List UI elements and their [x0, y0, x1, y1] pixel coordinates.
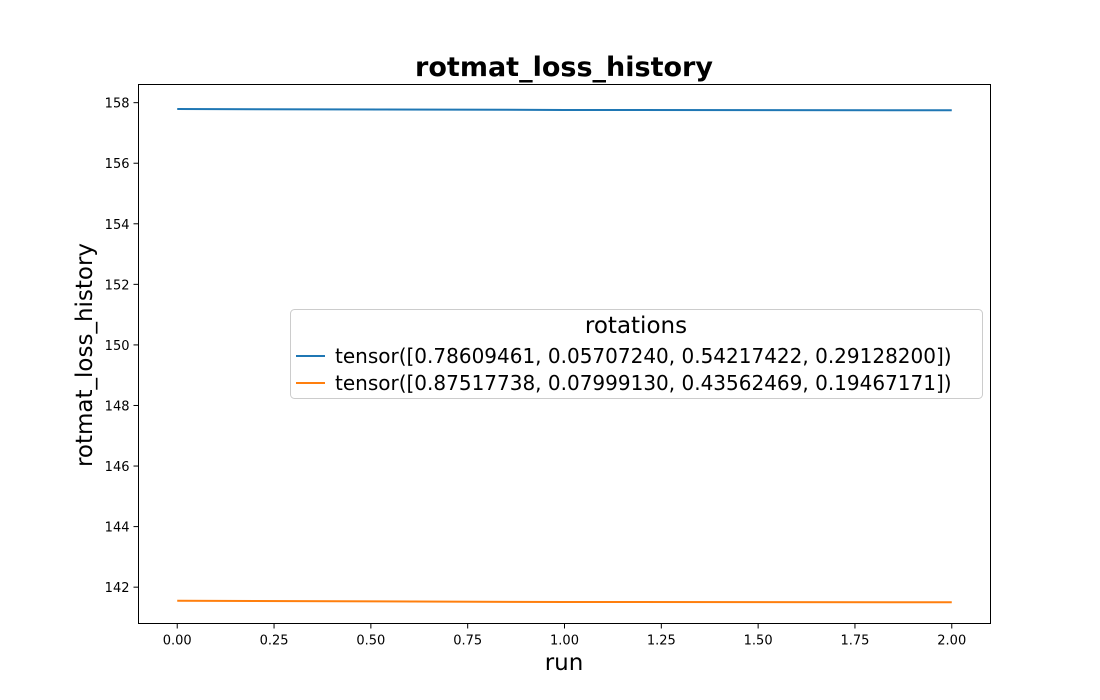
x-tick-label: 1.75 [840, 634, 869, 649]
series-line-1 [177, 108, 952, 112]
y-axis-ticks: 142 144 146 148 150 152 154 156 158 [105, 97, 139, 596]
y-tick-label: 156 [105, 157, 130, 172]
legend-box [290, 309, 983, 399]
x-tick-label: 0.50 [356, 634, 385, 649]
y-tick-label: 146 [105, 460, 130, 475]
x-tick-label: 1.25 [647, 634, 676, 649]
x-axis-label: run [545, 650, 584, 676]
legend-title: rotations [585, 313, 687, 339]
series-layer [177, 108, 952, 604]
x-axis-ticks: 0.00 0.25 0.50 0.75 1.00 1.25 1.50 1.75 2.00 [163, 623, 966, 649]
legend: rotations tensor([0.78609461, 0.05707240… [290, 309, 983, 399]
y-tick-label: 152 [105, 278, 130, 293]
x-tick-label: 2.00 [937, 634, 966, 649]
y-tick-label: 158 [105, 97, 130, 112]
y-tick-label: 144 [105, 521, 130, 536]
y-tick-label: 154 [105, 218, 130, 233]
y-tick-label: 148 [105, 399, 130, 414]
x-tick-label: 1.50 [744, 634, 773, 649]
y-tick-label: 142 [105, 581, 130, 596]
legend-label-1: tensor([0.78609461, 0.05707240, 0.542174… [335, 344, 952, 368]
plot-frame [138, 84, 991, 624]
x-tick-label: 1.00 [550, 634, 579, 649]
x-tick-label: 0.25 [260, 634, 289, 649]
x-tick-label: 0.00 [163, 634, 192, 649]
series-line-2 [177, 599, 952, 604]
y-axis-label: rotmat_loss_history [72, 243, 98, 467]
x-tick-label: 0.75 [453, 634, 482, 649]
y-tick-label: 150 [105, 339, 130, 354]
legend-entries: tensor([0.78609461, 0.05707240, 0.542174… [296, 344, 952, 395]
chart-title: rotmat_loss_history [415, 52, 713, 83]
legend-label-2: tensor([0.87517738, 0.07999130, 0.435624… [335, 371, 952, 395]
